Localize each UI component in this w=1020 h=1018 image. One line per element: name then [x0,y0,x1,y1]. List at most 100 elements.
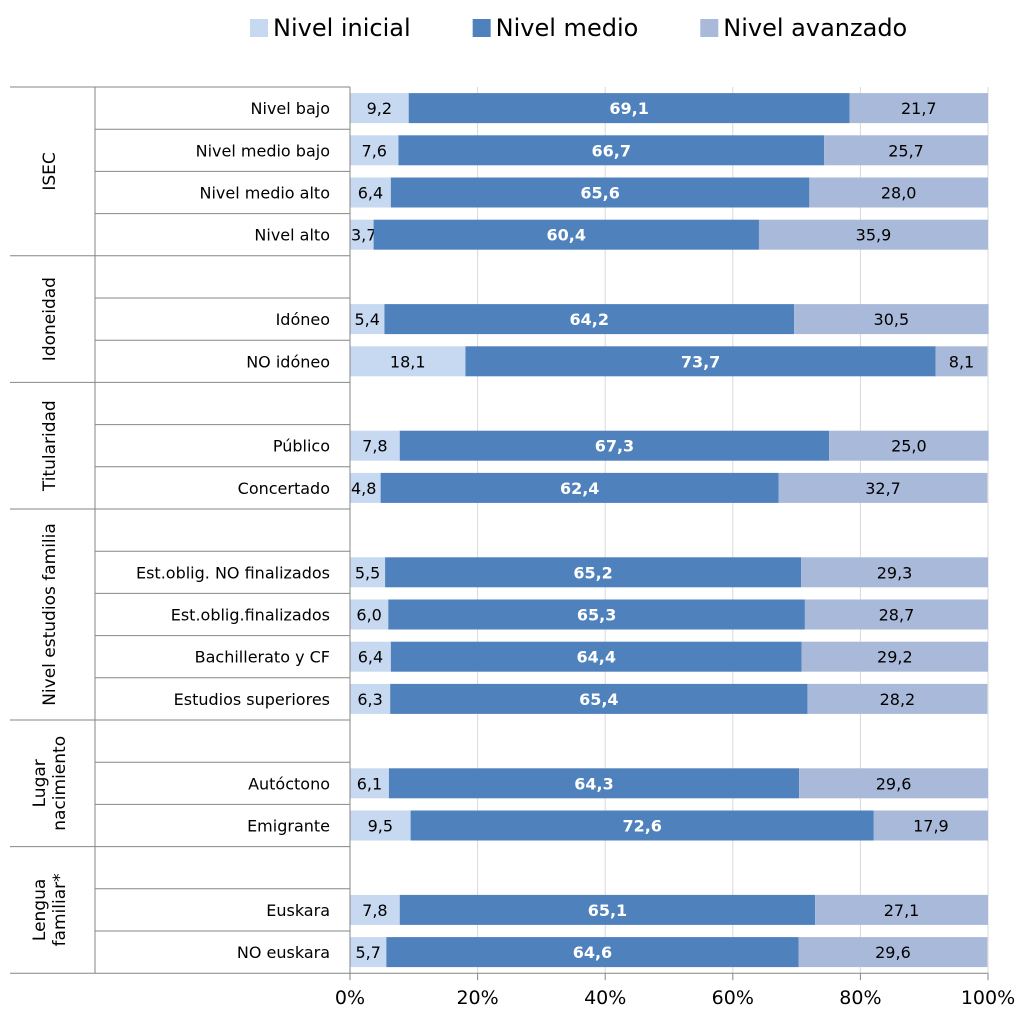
data-label: 5,5 [355,563,380,582]
category-label: Est.oblig. NO finalizados [136,563,330,582]
legend-label: Nivel medio [496,14,639,42]
data-label: 5,7 [355,943,380,962]
data-label: 29,6 [876,774,912,793]
category-label: Concertado [238,479,330,498]
group-label: Lugar [30,759,50,807]
bar-segment [758,219,988,250]
bar-segment [350,472,381,503]
data-label: 17,9 [913,817,949,836]
bar-segment [380,472,779,503]
data-label: 7,8 [362,901,387,920]
data-label: 64,4 [577,648,616,667]
bar-segment [873,810,988,841]
bar-segment [778,472,988,503]
data-label: 6,3 [357,690,382,709]
bar-segment [350,683,391,714]
data-label: 64,2 [570,310,609,329]
data-label: 65,1 [588,901,627,920]
x-tick-label: 60% [712,987,754,1009]
data-label: 9,2 [367,99,392,118]
data-label: 7,6 [362,141,387,160]
data-label: 64,3 [574,774,613,793]
bar-segment [350,937,387,968]
data-label: 65,2 [573,563,612,582]
data-label: 60,4 [547,226,586,245]
bars: 9,2 69,1 21,7 7,6 66,7 25,7 6,4 65,6 28,0 3,7 60,4… [350,93,989,968]
category-label: Estudios superiores [174,690,330,709]
data-label: 65,3 [577,606,616,625]
bar-segment [829,430,989,461]
data-label: 67,3 [595,437,634,456]
data-label: 72,6 [622,817,661,836]
bar-segment [399,430,830,461]
bar-segment [350,135,399,166]
bar-segment [390,683,808,714]
data-label: 9,5 [368,817,393,836]
category-label: Idóneo [276,310,330,329]
bar-segment [794,304,989,335]
data-label: 69,1 [609,99,648,118]
bar-segment [373,219,759,250]
legend-label: Nivel avanzado [723,14,907,42]
category-labels: Nivel bajo Nivel medio bajo Nivel medio al… [95,99,350,962]
data-label: 3,7 [351,226,376,245]
data-label: 25,0 [891,437,927,456]
group-label: Titularidad [40,400,60,492]
data-label: 66,7 [592,141,631,160]
bar-segment [350,641,391,672]
bar-segment [824,135,988,166]
bar-segment [350,430,400,461]
category-label: Nivel medio bajo [196,141,330,160]
data-label: 6,4 [358,648,383,667]
bar-segment [390,177,810,208]
category-label: Nivel alto [254,226,330,245]
group-label: Nivel estudios familia [40,523,60,706]
bar-segment [465,346,936,377]
category-label: NO idóneo [246,352,330,371]
x-tick-label: 0% [335,987,365,1009]
group-label: ISEC [40,152,60,190]
data-label: 21,7 [901,99,937,118]
bar-segment [801,557,988,588]
category-label: NO euskara [237,943,330,962]
legend-swatch [700,19,719,37]
bar-segment [809,177,988,208]
bar-segment [350,304,385,335]
data-label: 64,6 [573,943,612,962]
bar-segment [350,894,400,925]
bar-segment [384,304,795,335]
data-label: 25,7 [888,141,924,160]
data-label: 27,1 [884,901,920,920]
legend-label: Nivel inicial [273,14,411,42]
bar-segment [350,346,466,377]
legend: Nivel inicial Nivel medio Nivel avanzado [250,14,907,42]
x-tick-label: 80% [839,987,881,1009]
data-label: 30,5 [874,310,910,329]
group-label: nacimiento [50,736,70,831]
bar-segment [385,557,802,588]
legend-swatch [250,19,268,37]
bar-segment [388,599,805,630]
bar-segment [408,93,850,124]
bar-segment [799,768,988,799]
bar-segment [399,894,816,925]
x-tick-label: 40% [584,987,626,1009]
category-label: Autóctono [248,774,330,793]
data-label: 6,1 [357,774,382,793]
data-label: 6,4 [358,184,383,203]
data-label: 65,6 [580,184,619,203]
bar-segment [807,683,988,714]
x-tick-label: 100% [961,987,1015,1009]
data-label: 4,8 [351,479,376,498]
x-tick-label: 20% [456,987,498,1009]
data-label: 28,7 [879,606,915,625]
bar-segment [350,599,389,630]
bar-segment [350,93,409,124]
bar-segment [398,135,825,166]
category-label: Emigrante [247,817,330,836]
bar-segment [798,937,988,968]
group-label: Idoneidad [40,277,60,361]
category-label: Nivel medio alto [200,184,330,203]
bar-segment [350,219,374,250]
